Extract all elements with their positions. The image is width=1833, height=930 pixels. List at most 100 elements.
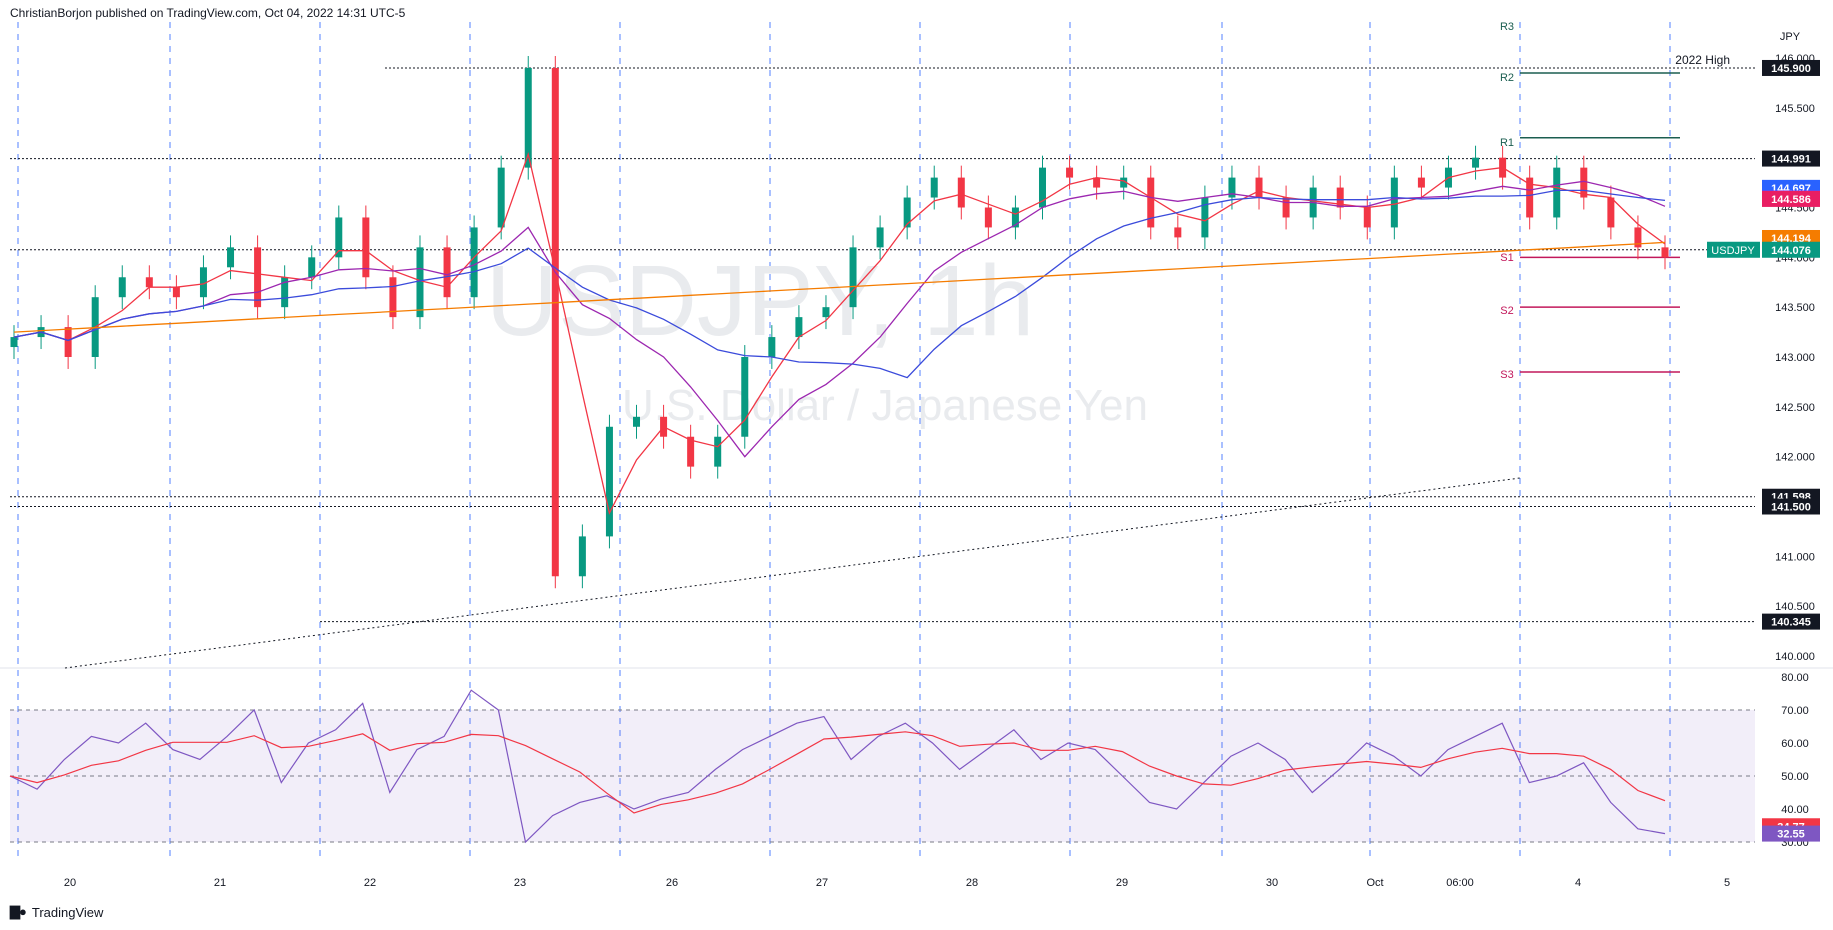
candle-18 (497, 167, 505, 228)
watermark-description: U.S. Dollar / Japanese Yen (622, 381, 1148, 430)
candle-14 (389, 277, 397, 318)
candle-32 (876, 227, 884, 248)
candle-36 (984, 207, 992, 228)
candles (10, 56, 1669, 589)
candle-60 (1634, 227, 1642, 248)
candle-5 (145, 277, 153, 288)
candle-46 (1255, 177, 1263, 198)
time-tick-12: 5 (1724, 877, 1730, 889)
candle-19 (524, 67, 532, 168)
candle-45 (1228, 177, 1236, 198)
candle-49 (1336, 187, 1344, 208)
price-tick-5: 142.500 (1775, 402, 1815, 414)
candle-0 (10, 337, 18, 348)
candle-31 (849, 247, 857, 308)
time-tick-7: 29 (1116, 877, 1128, 889)
candle-33 (903, 197, 911, 228)
watermark-symbol: USDJPY, 1h (486, 245, 1034, 357)
symbol-tag-label: USDJPY (1711, 245, 1755, 257)
time-tick-4: 26 (666, 877, 678, 889)
brand-name: TradingView (31, 904, 104, 920)
pivot-levels: 2022 High R3 R2 R1 S1 S2 S3 (1500, 21, 1730, 381)
candle-9 (254, 247, 262, 308)
horizontal-levels (10, 67, 1755, 669)
symbol-tag (1707, 241, 1760, 258)
time-tick-1: 21 (214, 877, 226, 889)
time-tick-8: 30 (1266, 877, 1278, 889)
time-axis[interactable]: 20 21 22 23 26 27 28 29 30 Oct 06:00 4 5 (64, 877, 1730, 889)
price-badge-4 (1762, 190, 1820, 207)
price-tick-1: 140.500 (1775, 601, 1815, 613)
candle-37 (1011, 207, 1019, 228)
rsi-tick-5: 80.00 (1781, 672, 1809, 684)
candle-54 (1472, 157, 1480, 168)
price-tick-0: 140.000 (1775, 651, 1815, 663)
annotation-3: R1 (1500, 137, 1514, 149)
candle-40 (1093, 177, 1101, 188)
candle-6 (172, 287, 180, 298)
candle-35 (957, 177, 965, 208)
annotation-0: 2022 High (1675, 53, 1730, 67)
annotation-1: R3 (1500, 21, 1514, 33)
time-tick-5: 27 (816, 877, 828, 889)
candle-39 (1066, 167, 1074, 178)
price-badge-label-4: 144.586 (1771, 194, 1811, 206)
tradingview-logo-icon: ▇● (10, 904, 27, 919)
candle-26 (714, 436, 722, 467)
candle-13 (362, 217, 370, 278)
annotation-6: S3 (1500, 369, 1513, 381)
candle-34 (930, 177, 938, 198)
candle-30 (822, 307, 830, 318)
candle-43 (1174, 227, 1182, 238)
candle-8 (227, 247, 235, 268)
moving-averages (13, 151, 1666, 515)
candle-20 (551, 67, 559, 577)
candle-28 (768, 337, 776, 357)
candle-41 (1120, 177, 1128, 188)
candle-23 (633, 416, 641, 427)
candle-58 (1580, 167, 1588, 198)
price-badge-9 (1762, 613, 1820, 630)
candle-25 (687, 436, 695, 467)
price-badge-1 (1762, 150, 1820, 167)
candle-11 (308, 257, 316, 278)
candle-50 (1363, 207, 1371, 228)
annotation-5: S2 (1500, 305, 1513, 317)
rsi-badge-1 (1762, 825, 1820, 842)
ma20-line (13, 151, 1666, 515)
annotation-2: R2 (1500, 72, 1514, 84)
candle-15 (416, 247, 424, 318)
price-badge-label-6: 144.076 (1771, 245, 1811, 257)
time-tick-2: 22 (364, 877, 376, 889)
axis-unit: JPY (1780, 31, 1801, 43)
candle-52 (1417, 177, 1425, 188)
candle-22 (605, 426, 613, 537)
price-tick-2: 141.000 (1775, 551, 1815, 563)
candle-42 (1147, 177, 1155, 228)
candle-4 (118, 277, 126, 298)
price-badge-0 (1762, 59, 1820, 76)
tradingview-brand[interactable]: ▇● TradingView (10, 904, 103, 920)
price-badge-label-9: 140.345 (1771, 617, 1811, 629)
candle-10 (281, 277, 289, 308)
price-tick-4: 142.000 (1775, 452, 1815, 464)
candle-51 (1390, 177, 1398, 228)
time-tick-6: 28 (966, 877, 978, 889)
candle-7 (199, 267, 207, 298)
publisher-header: ChristianBorjon published on TradingView… (10, 6, 406, 20)
rsi-tick-2: 50.00 (1781, 771, 1809, 783)
candle-16 (443, 247, 451, 298)
candle-59 (1607, 197, 1615, 228)
candle-21 (578, 536, 586, 577)
price-badges: 145.900144.991144.697144.591144.586144.1… (1707, 59, 1820, 842)
price-badge-8 (1762, 498, 1820, 515)
price-badge-label-0: 145.900 (1771, 63, 1811, 75)
rsi-ma-line (9, 731, 1666, 814)
rsi-tick-4: 70.00 (1781, 705, 1809, 717)
candle-27 (741, 357, 749, 437)
ma100-line (13, 189, 1666, 379)
candle-57 (1553, 167, 1561, 218)
candle-29 (795, 317, 803, 338)
time-tick-9: Oct (1366, 877, 1383, 889)
